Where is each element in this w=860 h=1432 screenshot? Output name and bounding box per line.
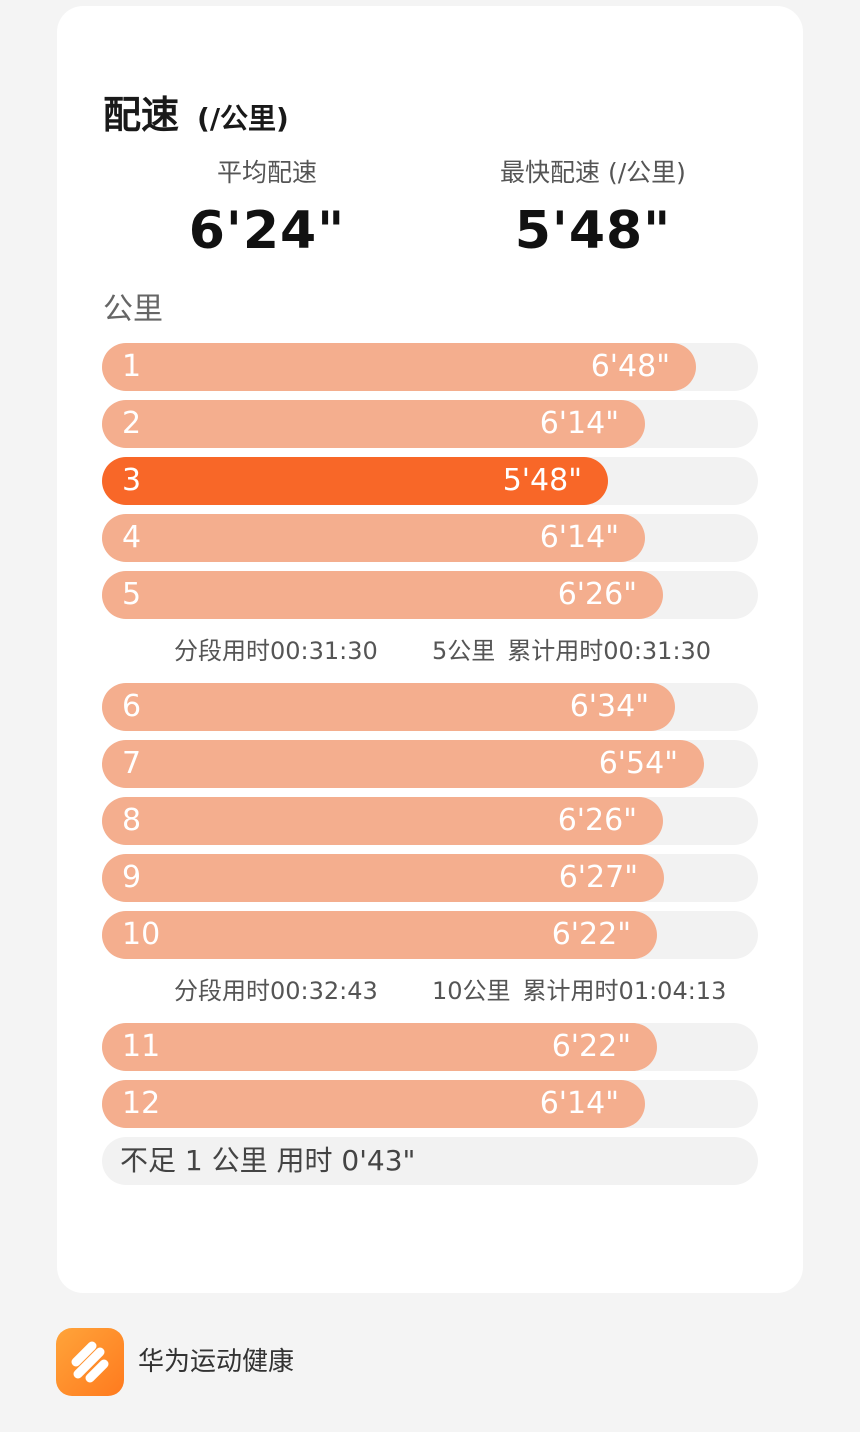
segment-cumulative-time: 累计用时01:04:13 xyxy=(522,977,727,1005)
split-km-number: 11 xyxy=(122,1029,161,1064)
split-bar-fill xyxy=(102,457,608,505)
split-list: 1 6'48" 2 6'14" 3 5'48" 4 6'14" 5 6'26" 分段用时00:31:… xyxy=(102,343,758,1185)
split-km-number: 1 xyxy=(122,349,142,384)
heart-logo-icon xyxy=(71,1341,109,1383)
segment-summary: 分段用时00:31:30 5公里 累计用时00:31:30 xyxy=(102,619,758,683)
split-bar-fill xyxy=(102,854,664,902)
split-bar-fill xyxy=(102,1080,645,1128)
split-km-number: 9 xyxy=(122,860,142,895)
split-bar-fill xyxy=(102,343,696,391)
split-pace-value: 5'48" xyxy=(502,463,582,498)
partial-km-text: 不足 1 公里 用时 0'43" xyxy=(120,1144,416,1177)
average-pace-stat: 平均配速 6'24" xyxy=(117,156,417,266)
split-km-number: 10 xyxy=(122,917,161,952)
split-bar-fill xyxy=(102,797,663,845)
split-row: 2 6'14" xyxy=(102,400,758,448)
split-row: 1 6'48" xyxy=(102,343,758,391)
split-km-number: 8 xyxy=(122,803,142,838)
average-pace-label: 平均配速 xyxy=(216,158,317,187)
split-row: 8 6'26" xyxy=(102,797,758,845)
split-bar-fill xyxy=(102,400,645,448)
split-pace-value: 6'14" xyxy=(539,406,619,441)
km-column-header: 公里 xyxy=(103,292,163,327)
split-km-number: 2 xyxy=(122,406,142,441)
segment-distance: 10公里 xyxy=(432,977,511,1005)
split-km-number: 4 xyxy=(122,520,142,555)
app-name: 华为运动健康 xyxy=(138,1347,295,1377)
split-pace-value: 6'26" xyxy=(557,577,637,612)
split-pace-value: 6'54" xyxy=(598,746,678,781)
split-pace-value: 6'48" xyxy=(590,349,670,384)
split-row: 10 6'22" xyxy=(102,911,758,959)
split-pace-value: 6'14" xyxy=(539,1086,619,1121)
split-row: 5 6'26" xyxy=(102,571,758,619)
split-row: 3 5'48" xyxy=(102,457,758,505)
split-bar-fill xyxy=(102,683,675,731)
split-bar-fill xyxy=(102,1023,657,1071)
split-km-number: 3 xyxy=(122,463,142,498)
split-row: 6 6'34" xyxy=(102,683,758,731)
split-row: 7 6'54" xyxy=(102,740,758,788)
split-pace-value: 6'26" xyxy=(557,803,637,838)
pace-card: 配速 (/公里) 平均配速 6'24" 最快配速 (/公里) 5'48" 公里 1… xyxy=(57,6,803,1293)
segment-cumulative-time: 累计用时00:31:30 xyxy=(507,637,712,665)
split-bar-fill xyxy=(102,571,663,619)
split-pace-value: 6'14" xyxy=(539,520,619,555)
split-row: 4 6'14" xyxy=(102,514,758,562)
split-row: 12 6'14" xyxy=(102,1080,758,1128)
split-row: 9 6'27" xyxy=(102,854,758,902)
fastest-pace-value: 5'48" xyxy=(514,201,672,261)
pace-title-row: 配速 (/公里) xyxy=(103,84,289,137)
fastest-pace-label: 最快配速 (/公里) xyxy=(500,158,686,187)
huawei-health-app-icon xyxy=(56,1328,124,1396)
segment-summary: 分段用时00:32:43 10公里 累计用时01:04:13 xyxy=(102,959,758,1023)
segment-split-time: 分段用时00:32:43 xyxy=(174,977,378,1005)
partial-km-row: 不足 1 公里 用时 0'43" xyxy=(102,1137,758,1185)
fastest-pace-stat: 最快配速 (/公里) 5'48" xyxy=(443,156,743,266)
split-km-number: 6 xyxy=(122,689,142,724)
split-km-number: 7 xyxy=(122,746,142,781)
pace-title-unit: (/公里) xyxy=(197,102,289,135)
split-pace-value: 6'27" xyxy=(558,860,638,895)
split-km-number: 5 xyxy=(122,577,142,612)
pace-title: 配速 xyxy=(103,93,180,137)
segment-distance: 5公里 xyxy=(432,637,496,665)
split-pace-value: 6'22" xyxy=(551,1029,631,1064)
split-bar-fill xyxy=(102,514,645,562)
split-bar-fill xyxy=(102,740,704,788)
segment-split-time: 分段用时00:31:30 xyxy=(174,637,378,665)
segment-cumulative: 10公里 累计用时01:04:13 xyxy=(432,959,726,1023)
segment-cumulative: 5公里 累计用时00:31:30 xyxy=(432,619,711,683)
split-bar-fill xyxy=(102,911,657,959)
split-row: 11 6'22" xyxy=(102,1023,758,1071)
split-pace-value: 6'22" xyxy=(551,917,631,952)
split-km-number: 12 xyxy=(122,1086,161,1121)
average-pace-value: 6'24" xyxy=(188,201,346,261)
split-pace-value: 6'34" xyxy=(569,689,649,724)
